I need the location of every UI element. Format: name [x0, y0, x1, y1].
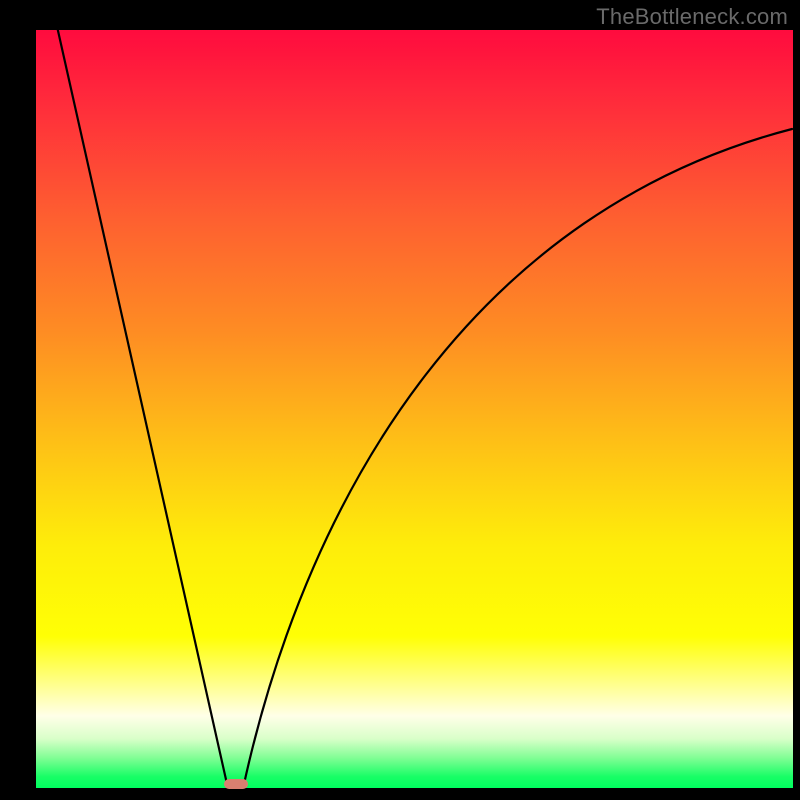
minimum-marker	[224, 779, 248, 789]
plot-area	[36, 30, 793, 788]
v-curve-path	[41, 30, 792, 784]
plot-curve-svg	[36, 30, 793, 788]
watermark: TheBottleneck.com	[596, 4, 788, 30]
